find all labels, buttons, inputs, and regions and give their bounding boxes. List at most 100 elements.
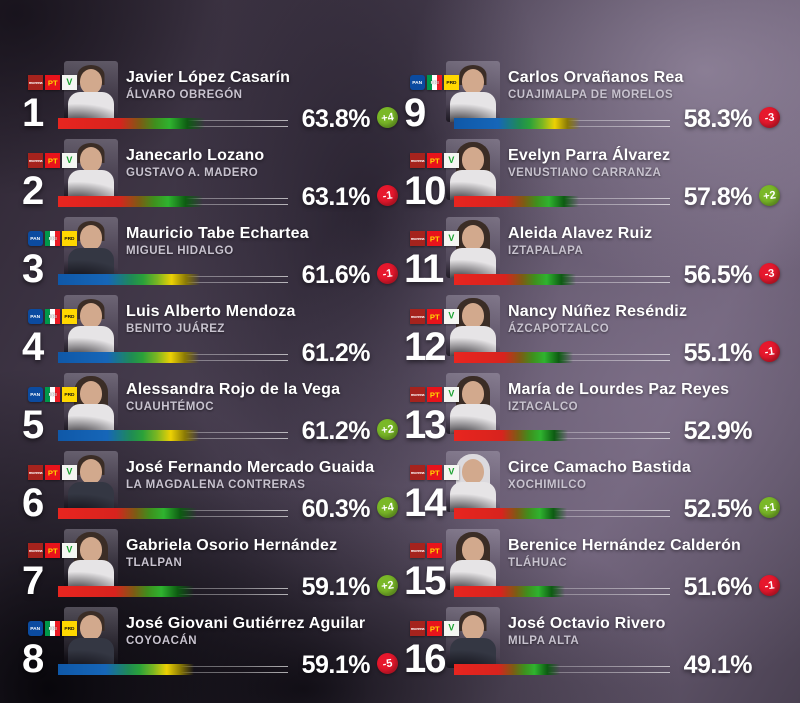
rank-number: 8 [22, 637, 44, 681]
rank-number: 3 [22, 247, 44, 291]
morena-party-logo-icon: morena [28, 153, 43, 168]
approval-bar [58, 664, 194, 675]
face [462, 69, 484, 94]
woman-headshot [446, 373, 500, 434]
candidate-name: Javier López Casarín [126, 69, 291, 86]
party-logos: PAN PRI PRD [28, 387, 77, 402]
ranking-row-9: PAN PRI PRD Carlos Orvañanos Rea CUAJIMALP… [404, 56, 782, 134]
rank-number: 13 [404, 403, 447, 447]
man-headshot [64, 451, 118, 512]
pan-party-logo-icon: PAN [410, 75, 425, 90]
candidate-info: Aleida Alavez Ruiz IZTAPALAPA [508, 225, 652, 257]
approval-percent: 57.8% [683, 182, 753, 211]
pan-party-logo-icon: PAN [28, 387, 43, 402]
approval-percent: 58.3% [683, 104, 753, 133]
approval-bar [58, 352, 199, 363]
approval-bar [58, 508, 197, 519]
rank-change-badge: +2 [375, 417, 400, 442]
face [80, 537, 102, 562]
party-logos: PAN PRI PRD [28, 621, 77, 636]
candidate-name: José Octavio Rivero [508, 615, 666, 632]
party-logos: PAN PRI PRD [28, 231, 77, 246]
ranking-row-6: morena PT V José Fernando Mercado Guaida L… [22, 446, 400, 525]
morena-party-logo-icon: morena [410, 231, 425, 246]
approval-bar-line: 1 63.8% +4 [22, 91, 400, 135]
municipality-label: ÁLVARO OBREGÓN [126, 89, 243, 101]
morena-party-logo-icon: morena [410, 543, 425, 558]
pt-party-logo-icon: PT [427, 465, 442, 480]
approval-bar [454, 118, 580, 129]
morena-party-logo-icon: morena [410, 465, 425, 480]
verde-party-logo-icon: V [62, 465, 77, 480]
pt-party-logo-icon: PT [45, 75, 60, 90]
rank-number: 1 [22, 91, 44, 135]
party-logos: morena PT V [410, 621, 459, 636]
ranking-row-15: morena PT Berenice Hernández Calderón TLÁ… [404, 524, 782, 602]
morena-party-logo-icon: morena [28, 543, 43, 558]
rank-number: 2 [22, 169, 44, 213]
ranking-row-8: PAN PRI PRD José Giovani Gutiérrez Aguilar… [22, 602, 400, 681]
party-logos: morena PT [410, 543, 442, 558]
rank-change-badge: +1 [757, 495, 782, 520]
ranking-row-11: morena PT V Aleida Alavez Ruiz IZTAPALAPA … [404, 212, 782, 290]
face [80, 459, 102, 484]
woman-headshot [446, 529, 500, 590]
verde-party-logo-icon: V [62, 543, 77, 558]
rank-number: 14 [404, 481, 447, 525]
rank-number: 5 [22, 403, 44, 447]
candidate-info: Mauricio Tabe Echartea MIGUEL HIDALGO [126, 225, 309, 257]
municipality-label: TLALPAN [126, 557, 183, 569]
rank-number: 7 [22, 559, 44, 603]
approval-bar-track [454, 274, 670, 285]
ranking-row-4: PAN PRI PRD Luis Alberto Mendoza BENITO JU… [22, 290, 398, 368]
approval-percent: 56.5% [683, 260, 753, 289]
rank-change-badge: +4 [375, 105, 400, 130]
approval-percent: 51.6% [683, 572, 753, 601]
municipality-label: TLÁHUAC [508, 557, 568, 569]
verde-party-logo-icon: V [62, 153, 77, 168]
approval-bar-track [58, 196, 288, 207]
verde-party-logo-icon: V [62, 75, 77, 90]
face [462, 225, 484, 250]
approval-bar-track [58, 430, 288, 441]
approval-percent: 60.3% [301, 494, 371, 523]
rank-number: 12 [404, 325, 447, 369]
municipality-label: CUAJIMALPA DE MORELOS [508, 89, 674, 101]
candidate-info: Gabriela Osorio Hernández TLALPAN [126, 537, 337, 569]
morena-party-logo-icon: morena [410, 153, 425, 168]
municipality-label: XOCHIMILCO [508, 479, 587, 491]
woman-headshot [446, 295, 500, 356]
approval-bar [454, 508, 568, 519]
prd-party-logo-icon: PRD [62, 309, 77, 324]
ranking-row-14: morena PT V Circe Camacho Bastida XOCHIMIL… [404, 446, 782, 525]
man-headshot [446, 607, 500, 668]
party-logos: morena PT V [410, 465, 459, 480]
pan-party-logo-icon: PAN [28, 231, 43, 246]
approval-bar-line: 5 61.2% +2 [22, 403, 400, 447]
verde-party-logo-icon: V [444, 465, 459, 480]
municipality-label: IZTAPALAPA [508, 245, 584, 257]
candidate-name: María de Lourdes Paz Reyes [508, 381, 730, 398]
morena-party-logo-icon: morena [410, 309, 425, 324]
candidate-name: Circe Camacho Bastida [508, 459, 691, 476]
approval-bar-line: 4 61.2% [22, 325, 398, 369]
verde-party-logo-icon: V [444, 387, 459, 402]
approval-percent: 52.5% [683, 494, 753, 523]
approval-bar-track [58, 586, 288, 597]
party-logos: PAN PRI PRD [410, 75, 459, 90]
municipality-label: LA MAGDALENA CONTRERAS [126, 479, 306, 491]
approval-bar [454, 664, 561, 675]
face [462, 381, 484, 406]
ranking-row-13: morena PT V María de Lourdes Paz Reyes IZT… [404, 368, 780, 446]
man-headshot [64, 295, 118, 356]
ranking-row-10: morena PT V Evelyn Parra Álvarez VENUSTIAN… [404, 134, 782, 212]
approval-bar-line: 8 59.1% -5 [22, 637, 400, 681]
party-logos: morena PT V [28, 465, 77, 480]
face [80, 615, 102, 640]
candidate-info: María de Lourdes Paz Reyes IZTACALCO [508, 381, 729, 413]
face [462, 147, 484, 172]
rank-number: 6 [22, 481, 44, 525]
approval-bar-line: 12 55.1% -1 [404, 325, 782, 369]
morena-party-logo-icon: morena [410, 387, 425, 402]
rank-number: 4 [22, 325, 44, 369]
